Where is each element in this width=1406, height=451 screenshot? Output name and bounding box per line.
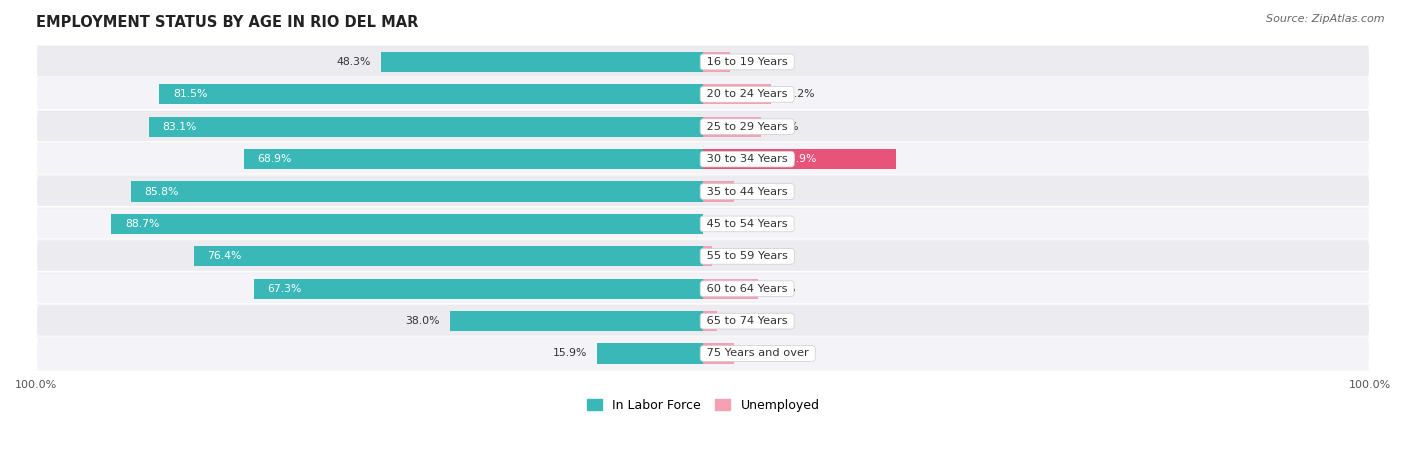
Bar — [703, 279, 758, 299]
Bar — [598, 344, 703, 364]
Bar — [703, 181, 734, 202]
Text: 4.0%: 4.0% — [740, 57, 768, 67]
Text: 65 to 74 Years: 65 to 74 Years — [703, 316, 792, 326]
Bar — [131, 181, 703, 202]
FancyBboxPatch shape — [37, 336, 1369, 370]
Text: 55 to 59 Years: 55 to 59 Years — [703, 251, 792, 261]
Bar — [703, 344, 734, 364]
Bar — [194, 246, 703, 267]
Bar — [703, 311, 717, 331]
Text: 4.7%: 4.7% — [744, 349, 772, 359]
Text: 2.1%: 2.1% — [727, 316, 755, 326]
Text: 8.7%: 8.7% — [770, 122, 799, 132]
Bar — [254, 279, 703, 299]
FancyBboxPatch shape — [37, 110, 1369, 143]
Bar — [703, 246, 711, 267]
Text: 88.7%: 88.7% — [125, 219, 159, 229]
Bar — [703, 52, 730, 72]
Bar — [450, 311, 703, 331]
Text: Source: ZipAtlas.com: Source: ZipAtlas.com — [1267, 14, 1385, 23]
Bar — [703, 84, 770, 104]
Bar — [703, 117, 761, 137]
Text: 38.0%: 38.0% — [405, 316, 440, 326]
FancyBboxPatch shape — [37, 45, 1369, 79]
Text: 75 Years and over: 75 Years and over — [703, 349, 813, 359]
Text: EMPLOYMENT STATUS BY AGE IN RIO DEL MAR: EMPLOYMENT STATUS BY AGE IN RIO DEL MAR — [37, 15, 419, 30]
Bar — [159, 84, 703, 104]
Text: 15.9%: 15.9% — [553, 349, 586, 359]
FancyBboxPatch shape — [37, 272, 1369, 306]
Text: 67.3%: 67.3% — [267, 284, 302, 294]
Text: 0.0%: 0.0% — [713, 219, 741, 229]
Text: 60 to 64 Years: 60 to 64 Years — [703, 284, 792, 294]
Bar — [381, 52, 703, 72]
FancyBboxPatch shape — [37, 207, 1369, 241]
Text: 76.4%: 76.4% — [207, 251, 242, 261]
Text: 81.5%: 81.5% — [173, 89, 207, 99]
Bar — [243, 149, 703, 169]
Bar — [111, 214, 703, 234]
FancyBboxPatch shape — [37, 175, 1369, 208]
Text: 25 to 29 Years: 25 to 29 Years — [703, 122, 792, 132]
Text: 4.6%: 4.6% — [744, 187, 770, 197]
Text: 16 to 19 Years: 16 to 19 Years — [703, 57, 792, 67]
Text: 83.1%: 83.1% — [162, 122, 197, 132]
Text: 20 to 24 Years: 20 to 24 Years — [703, 89, 792, 99]
FancyBboxPatch shape — [37, 239, 1369, 273]
FancyBboxPatch shape — [37, 142, 1369, 176]
Text: 28.9%: 28.9% — [782, 154, 817, 164]
Text: 30 to 34 Years: 30 to 34 Years — [703, 154, 792, 164]
Bar — [703, 149, 896, 169]
Text: 68.9%: 68.9% — [257, 154, 291, 164]
Text: 10.2%: 10.2% — [780, 89, 815, 99]
Text: 1.3%: 1.3% — [721, 251, 749, 261]
Text: 48.3%: 48.3% — [336, 57, 371, 67]
FancyBboxPatch shape — [37, 304, 1369, 338]
Text: 8.3%: 8.3% — [768, 284, 796, 294]
Legend: In Labor Force, Unemployed: In Labor Force, Unemployed — [586, 399, 820, 412]
Text: 85.8%: 85.8% — [145, 187, 179, 197]
Text: 35 to 44 Years: 35 to 44 Years — [703, 187, 792, 197]
Text: 45 to 54 Years: 45 to 54 Years — [703, 219, 792, 229]
FancyBboxPatch shape — [37, 78, 1369, 111]
Bar — [149, 117, 703, 137]
